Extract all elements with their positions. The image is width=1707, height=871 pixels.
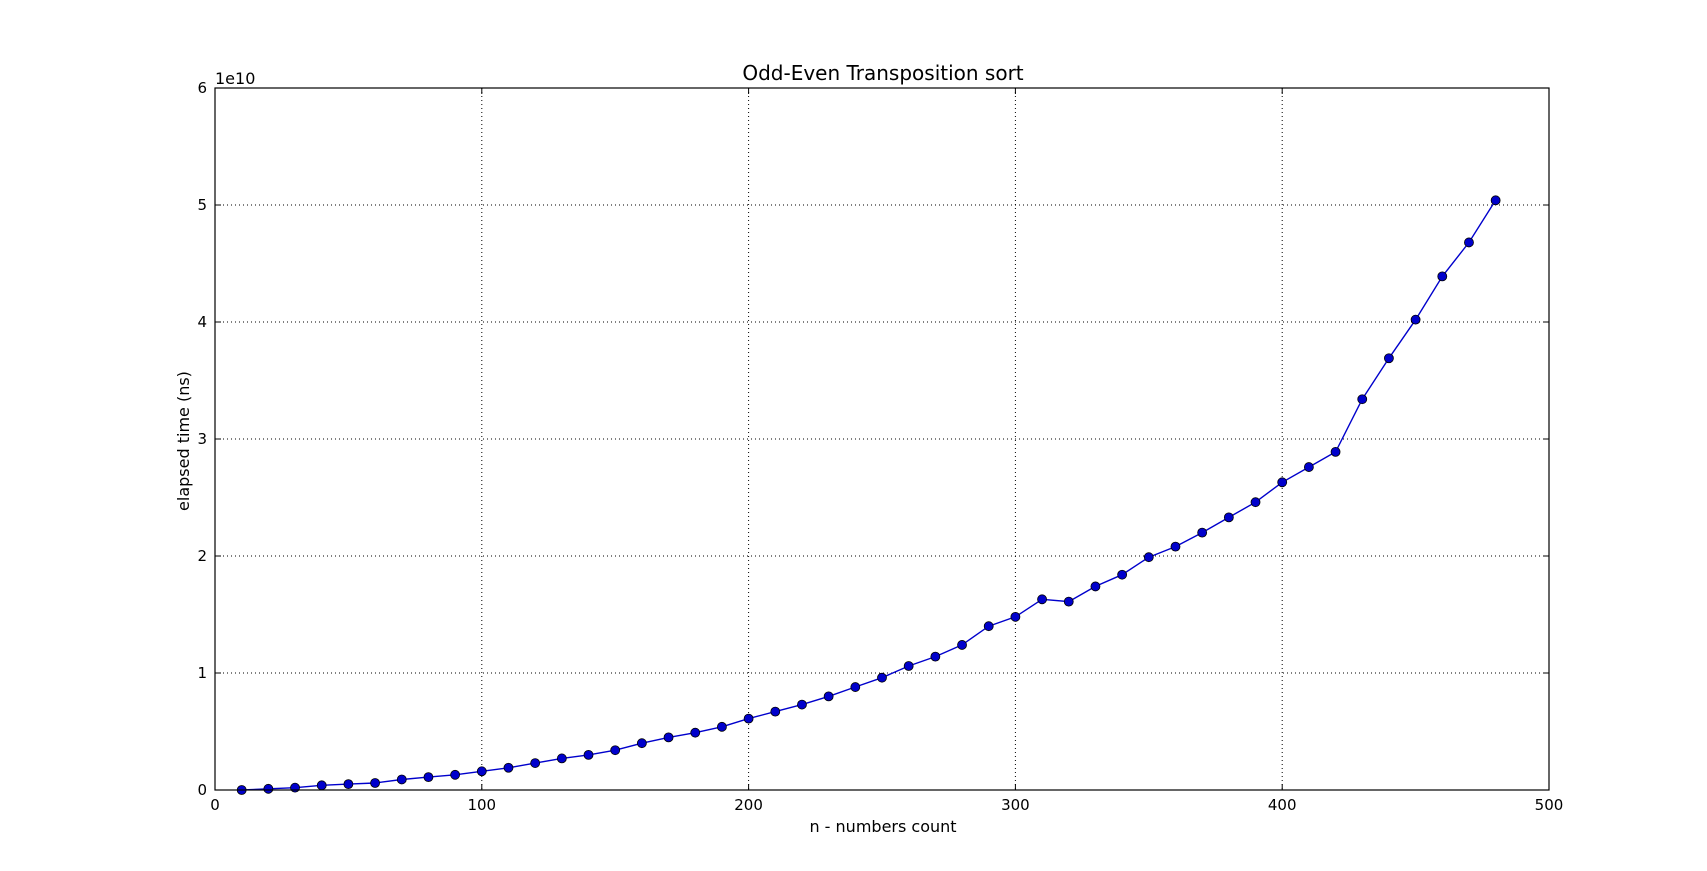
data-point <box>343 779 354 790</box>
data-point <box>903 661 914 671</box>
data-point <box>1490 195 1501 206</box>
data-series <box>236 195 1501 795</box>
x-tick-label: 500 <box>1535 796 1564 814</box>
data-point <box>1437 271 1448 282</box>
data-point <box>610 745 621 756</box>
data-point <box>957 640 967 650</box>
data-point <box>396 774 407 785</box>
y-tick-label: 0 <box>197 781 207 799</box>
y-tick-label: 4 <box>197 313 207 331</box>
data-point <box>1197 527 1208 538</box>
data-point <box>877 672 887 683</box>
data-point <box>797 699 807 710</box>
data-point <box>1117 569 1128 580</box>
data-point <box>1223 512 1234 523</box>
y-axis-label: elapsed time (ns) <box>174 371 193 511</box>
data-point <box>1170 541 1181 552</box>
data-point <box>290 782 300 793</box>
data-point <box>1464 237 1474 248</box>
x-axis-label: n - numbers count <box>809 817 956 836</box>
data-point <box>1010 611 1021 622</box>
data-point <box>1384 353 1394 364</box>
x-tick-label: 400 <box>1268 796 1297 814</box>
data-point <box>1250 497 1261 508</box>
data-point <box>743 713 754 724</box>
plot-frame <box>214 87 1550 791</box>
x-tick-label: 300 <box>1001 796 1030 814</box>
x-tick-label: 100 <box>467 796 496 814</box>
series-line <box>241 199 1497 791</box>
data-point <box>1357 394 1368 405</box>
data-point <box>1063 596 1074 607</box>
data-point <box>690 727 701 738</box>
data-point <box>850 682 861 692</box>
axes: 0 100 200 300 400 500 0 1 2 3 4 5 6 <box>197 79 1563 814</box>
y-tick-label: 5 <box>197 196 207 214</box>
data-point <box>1277 477 1288 488</box>
data-point <box>556 753 567 764</box>
y-tick-label: 2 <box>197 547 207 565</box>
chart-title: Odd-Even Transposition sort <box>742 61 1023 85</box>
data-point <box>423 772 434 783</box>
data-point <box>530 758 541 768</box>
data-point <box>450 769 461 780</box>
data-point <box>983 621 994 632</box>
data-point <box>1037 594 1047 605</box>
y-tick-label: 3 <box>197 430 207 448</box>
data-point <box>316 780 327 791</box>
x-tick-label: 0 <box>210 796 220 814</box>
data-point <box>476 766 487 777</box>
data-point <box>1303 462 1314 472</box>
grid <box>215 88 1549 790</box>
data-point <box>717 721 727 732</box>
data-point <box>663 732 674 743</box>
data-point <box>1330 446 1341 457</box>
data-point <box>1090 581 1101 592</box>
data-point <box>503 762 514 773</box>
data-point <box>770 706 781 717</box>
y-tick-label: 1 <box>197 664 207 682</box>
data-point <box>930 651 941 662</box>
data-point <box>636 738 647 749</box>
data-point <box>1410 314 1421 325</box>
x-tick-label: 200 <box>734 796 763 814</box>
data-point <box>583 750 594 760</box>
y-tick-label: 6 <box>197 79 207 97</box>
data-point <box>370 778 380 788</box>
data-point <box>1143 552 1154 563</box>
data-point <box>823 691 834 702</box>
data-point <box>263 783 274 794</box>
y-offset-label: 1e10 <box>215 69 255 88</box>
